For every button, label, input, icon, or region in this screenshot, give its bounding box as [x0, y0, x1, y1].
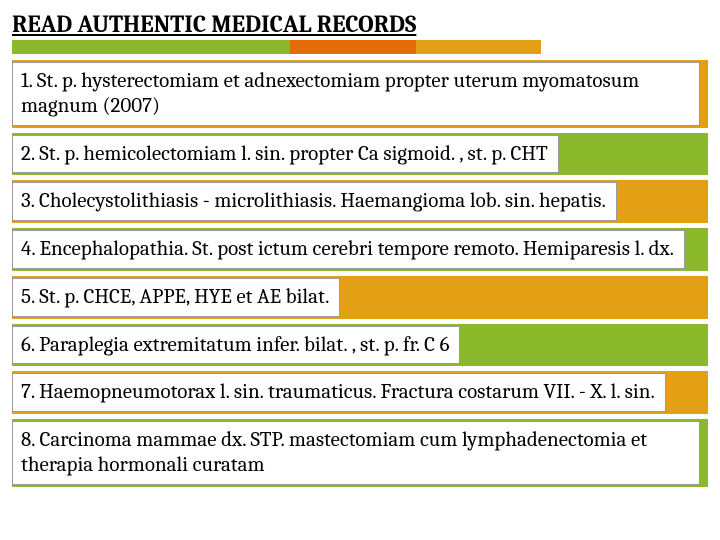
slide: READ AUTHENTIC MEDICAL RECORDS 1. St. p.… [0, 0, 720, 540]
list-item: 4. Encephalopathia. St. post ictum cereb… [12, 228, 708, 271]
record-text: 6. Paraplegia extremitatum infer. bilat.… [12, 326, 460, 365]
title-accent-stripe [12, 40, 708, 54]
stripe-seg-3 [416, 40, 541, 54]
list-item: 8. Carcinoma mammae dx. STP. mastectomia… [12, 419, 708, 487]
record-text: 5. St. p. CHCE, APPE, HYE et AE bilat. [12, 278, 340, 317]
list-item: 6. Paraplegia extremitatum infer. bilat.… [12, 324, 708, 367]
list-item: 7. Haemopneumotorax l. sin. traumaticus.… [12, 371, 708, 414]
record-text: 8. Carcinoma mammae dx. STP. mastectomia… [12, 421, 700, 485]
record-text: 7. Haemopneumotorax l. sin. traumaticus.… [12, 373, 666, 412]
list-item: 1. St. p. hysterectomiam et adnexectomia… [12, 60, 708, 128]
list-item: 3. Cholecystolithiasis - microlithiasis.… [12, 180, 708, 223]
record-text: 3. Cholecystolithiasis - microlithiasis.… [12, 182, 617, 221]
page-title: READ AUTHENTIC MEDICAL RECORDS [12, 10, 708, 38]
record-text: 4. Encephalopathia. St. post ictum cereb… [12, 230, 685, 269]
stripe-seg-1 [12, 40, 290, 54]
record-text: 2. St. p. hemicolectomiam l. sin. propte… [12, 135, 559, 174]
record-text: 1. St. p. hysterectomiam et adnexectomia… [12, 62, 700, 126]
list-item: 2. St. p. hemicolectomiam l. sin. propte… [12, 133, 708, 176]
stripe-seg-2 [290, 40, 415, 54]
records-list: 1. St. p. hysterectomiam et adnexectomia… [12, 60, 708, 487]
list-item: 5. St. p. CHCE, APPE, HYE et AE bilat. [12, 276, 708, 319]
stripe-seg-4 [541, 40, 708, 54]
